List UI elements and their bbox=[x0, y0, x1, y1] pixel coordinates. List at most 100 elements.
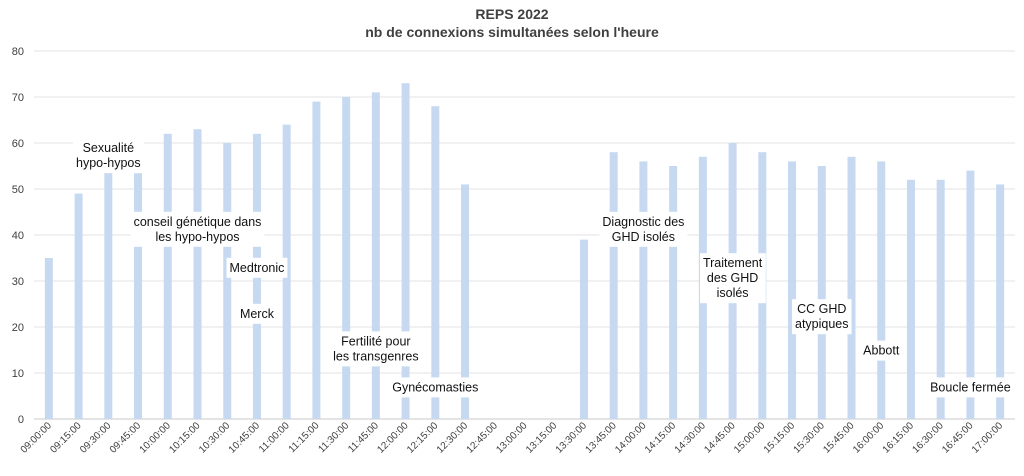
y-tick-label: 30 bbox=[12, 276, 24, 288]
bar bbox=[342, 97, 351, 419]
bar bbox=[579, 239, 588, 419]
bar bbox=[193, 129, 202, 419]
annotation-text: conseil génétique dans bbox=[134, 215, 262, 229]
x-tick-label: 15:45:00 bbox=[821, 420, 857, 456]
bar bbox=[877, 161, 886, 419]
annotation-text: les transgenres bbox=[333, 349, 418, 363]
annotation-text: les hypo-hypos bbox=[155, 230, 239, 244]
annotation-background bbox=[330, 331, 422, 367]
x-tick-label: 10:45:00 bbox=[227, 420, 263, 456]
x-tick-label: 15:00:00 bbox=[732, 420, 768, 456]
x-tick-label: 16:45:00 bbox=[940, 420, 976, 456]
bar bbox=[639, 161, 648, 419]
bar bbox=[817, 166, 826, 419]
x-tick-label: 09:15:00 bbox=[48, 420, 84, 456]
x-tick-label: 16:30:00 bbox=[910, 420, 946, 456]
x-tick-label: 13:00:00 bbox=[494, 420, 530, 456]
annotation: Abbott bbox=[860, 340, 903, 361]
annotation-text: Merck bbox=[240, 307, 275, 321]
annotation-background bbox=[236, 303, 278, 324]
x-tick-label: 12:15:00 bbox=[405, 420, 441, 456]
x-tick-label: 13:30:00 bbox=[554, 420, 590, 456]
annotation-background bbox=[389, 377, 482, 398]
x-tick-label: 09:30:00 bbox=[78, 420, 114, 456]
x-tick-label: 14:30:00 bbox=[673, 420, 709, 456]
annotation-background bbox=[73, 138, 144, 174]
y-tick-label: 60 bbox=[12, 138, 24, 150]
x-tick-label: 13:15:00 bbox=[524, 420, 560, 456]
annotation: Gynécomasties bbox=[389, 377, 482, 398]
x-tick-label: 10:30:00 bbox=[197, 420, 233, 456]
x-tick-label: 14:45:00 bbox=[702, 420, 738, 456]
x-tick-label: 14:15:00 bbox=[643, 420, 679, 456]
bar bbox=[788, 161, 797, 419]
chart-title: REPS 2022 bbox=[475, 6, 548, 22]
x-tick-label: 16:00:00 bbox=[851, 420, 887, 456]
x-tick-label: 15:30:00 bbox=[792, 420, 828, 456]
bar bbox=[163, 133, 172, 420]
annotation-background bbox=[927, 377, 1014, 398]
x-tick-label: 11:15:00 bbox=[287, 420, 322, 455]
x-tick-label: 12:45:00 bbox=[465, 420, 501, 456]
bar bbox=[74, 193, 83, 419]
x-tick-label: 09:45:00 bbox=[108, 420, 144, 456]
annotation-text: Gynécomasties bbox=[392, 380, 478, 394]
x-tick-label: 12:00:00 bbox=[375, 420, 411, 456]
x-tick-label: 12:30:00 bbox=[435, 420, 471, 456]
bar bbox=[401, 83, 410, 419]
x-tick-label: 15:15:00 bbox=[762, 420, 798, 456]
bar bbox=[134, 156, 143, 420]
x-tick-label: 10:00:00 bbox=[138, 420, 174, 456]
annotation: Merck bbox=[236, 303, 278, 324]
x-tick-label: 13:45:00 bbox=[583, 420, 619, 456]
annotation-text: CC GHD bbox=[797, 302, 846, 316]
y-axis-ticks: 0 10 20 30 40 50 60 70 80 bbox=[12, 46, 24, 426]
y-tick-label: 80 bbox=[12, 46, 24, 58]
annotation-background bbox=[226, 257, 288, 278]
bar bbox=[312, 101, 321, 419]
bar bbox=[104, 170, 113, 419]
bar bbox=[431, 106, 440, 419]
annotation-text: Medtronic bbox=[230, 261, 285, 275]
x-tick-label: 09:00:00 bbox=[19, 420, 55, 456]
annotation-text: Boucle fermée bbox=[930, 380, 1011, 394]
x-tick-label: 11:00:00 bbox=[257, 420, 292, 455]
x-tick-label: 17:00:00 bbox=[970, 420, 1006, 456]
y-tick-label: 70 bbox=[12, 92, 24, 104]
chart-subtitle: nb de connexions simultanées selon l'heu… bbox=[365, 24, 659, 40]
annotation-text: Sexualité bbox=[83, 141, 134, 155]
annotation-text: isolés bbox=[717, 286, 749, 300]
bar bbox=[996, 184, 1005, 419]
bar bbox=[44, 258, 53, 419]
x-tick-label: 11:30:00 bbox=[316, 420, 351, 455]
bar bbox=[669, 166, 678, 419]
annotation-background bbox=[130, 211, 265, 247]
x-tick-label: 10:15:00 bbox=[167, 420, 203, 456]
bar bbox=[371, 92, 380, 420]
bar bbox=[461, 184, 470, 419]
annotation-text: Traitement bbox=[703, 256, 763, 270]
annotation-text: Fertilité pour bbox=[341, 334, 410, 348]
annotation-background bbox=[599, 211, 688, 247]
bars bbox=[44, 83, 1005, 420]
bar bbox=[936, 179, 945, 419]
annotation-text: GHD isolés bbox=[612, 230, 675, 244]
x-axis-ticks: 09:00:0009:15:0009:30:0009:45:0010:00:00… bbox=[19, 420, 1006, 456]
bar bbox=[223, 143, 232, 419]
annotation: Medtronic bbox=[226, 257, 288, 278]
annotation-background bbox=[699, 253, 766, 304]
y-tick-label: 10 bbox=[12, 368, 24, 380]
y-tick-label: 50 bbox=[12, 184, 24, 196]
y-tick-label: 20 bbox=[12, 322, 24, 334]
annotation-text: Abbott bbox=[863, 344, 900, 358]
bar bbox=[966, 170, 975, 419]
annotation-background bbox=[860, 340, 903, 361]
x-tick-label: 14:00:00 bbox=[613, 420, 649, 456]
